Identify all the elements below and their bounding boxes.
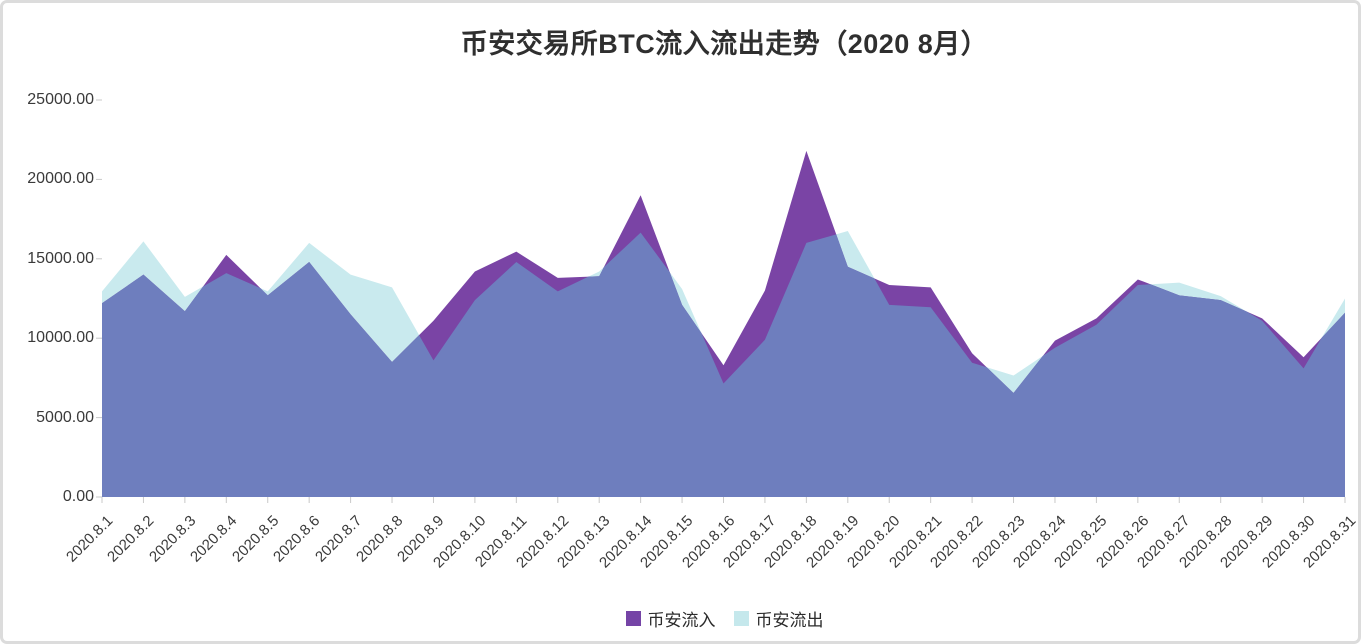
legend-item-inflow[interactable]: 币安流入 bbox=[625, 606, 716, 631]
legend-label-outflow: 币安流出 bbox=[755, 610, 824, 630]
y-axis-label: 25000.00 bbox=[27, 91, 94, 108]
outflow-swatch-icon bbox=[733, 610, 749, 626]
y-axis-label: 5000.00 bbox=[36, 408, 94, 426]
legend-item-outflow[interactable]: 币安流出 bbox=[733, 606, 824, 631]
y-axis-label: 0.00 bbox=[62, 488, 94, 505]
overlap-area bbox=[102, 232, 1345, 497]
y-axis-label: 15000.00 bbox=[27, 249, 94, 267]
chart-title: 币安交易所BTC流入流出走势（2020 8月） bbox=[460, 29, 989, 59]
chart-legend: 币安流入 币安流出 bbox=[102, 606, 1347, 630]
inflow-swatch-icon bbox=[625, 610, 641, 626]
y-axis-label: 10000.00 bbox=[27, 329, 94, 347]
y-axis-label: 20000.00 bbox=[27, 170, 94, 188]
legend-label-inflow: 币安流入 bbox=[647, 610, 716, 630]
